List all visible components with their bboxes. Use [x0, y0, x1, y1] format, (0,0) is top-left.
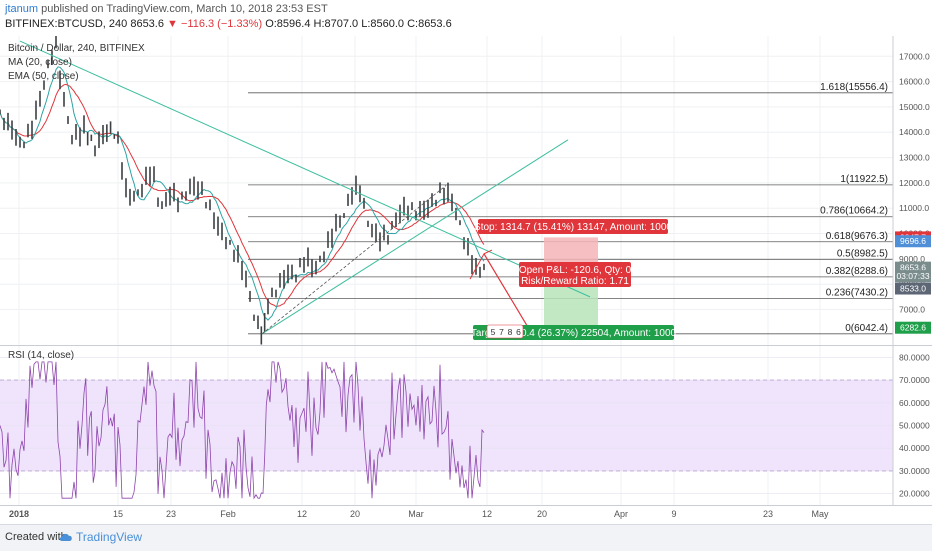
price-change: ▼ −116.3 (−1.33%): [167, 18, 263, 30]
y-tick-label: 17000.0: [899, 51, 930, 61]
fib-anchor-line: [261, 185, 447, 335]
rr-label: Risk/Reward Ratio: 1.71: [521, 276, 629, 287]
x-tick-label: 15: [113, 509, 123, 519]
created-with-text: Created with: [5, 531, 67, 543]
tradingview-cloud-icon: [59, 533, 72, 541]
x-tick-label: 9: [671, 509, 676, 519]
rsi-tick-label: 70.0000: [899, 375, 930, 385]
x-tick-label: May: [811, 509, 829, 519]
price-chart[interactable]: 1.618(15556.4) 1(11922.5) 0.786(10664.2) 0.…: [0, 36, 932, 524]
x-tick-label: 2018: [9, 509, 29, 519]
pattern-label: 5: [491, 327, 496, 337]
rsi-pane: 20.0000 30.0000 40.0000 50.0000 60.0000 70.00…: [0, 352, 930, 500]
fib-level-label: 1(11922.5): [840, 174, 888, 185]
pattern-label: 6: [516, 327, 521, 337]
x-tick-label: 12: [297, 509, 307, 519]
y-tick-label: 9000.0: [899, 254, 925, 264]
x-tick-label: Mar: [408, 509, 424, 519]
y-tick-label: 11000.0: [899, 203, 929, 213]
price-tag-bg: [895, 235, 931, 248]
price-tag: 8533.0: [900, 284, 926, 294]
x-tick-label: 23: [763, 509, 773, 519]
y-tick-label: 16000.0: [899, 77, 930, 87]
y-tick-label: 12000.0: [899, 178, 930, 188]
price-tag: 03:07:33: [896, 271, 929, 281]
projection-arrow: [483, 253, 529, 328]
rsi-tick-label: 40.0000: [899, 443, 930, 453]
stop-label-bg: [478, 219, 668, 234]
price-tag-bg: [895, 270, 931, 283]
rsi-legend: RSI (14, close): [8, 350, 74, 361]
pnl-box: [519, 262, 631, 287]
author-link[interactable]: jtanum: [5, 3, 39, 15]
chart-legend: Bitcoin / Dollar, 240, BITFINEX MA (20, …: [8, 43, 145, 361]
fib-level-label: 0.786(10664.2): [820, 206, 888, 217]
fib-level-label: 0(6042.4): [845, 323, 888, 334]
symbol-label: BITFINEX:BTCUSD, 240: [5, 18, 128, 30]
rsi-tick-label: 30.0000: [899, 466, 930, 476]
pattern-label: 7: [499, 327, 504, 337]
price-tag-bg: [895, 282, 931, 295]
pattern-badge-bg: [486, 324, 524, 339]
rsi-tick-label: 20.0000: [899, 489, 930, 499]
ohlc-values: O:8596.4 H:8707.0 L:8560.0 C:8653.6: [265, 18, 452, 30]
x-tick-label: 20: [537, 509, 547, 519]
last-price: 8653.6: [130, 18, 164, 30]
fib-level-label: 0.5(8982.5): [837, 248, 888, 259]
chart-header: jtanum published on TradingView.com, Mar…: [0, 0, 932, 36]
y-tick-label: 7000.0: [899, 305, 925, 315]
published-text: published on TradingView.com, March 10, …: [41, 3, 328, 15]
ma-line: [0, 66, 485, 321]
chart-title: Bitcoin / Dollar, 240, BITFINEX: [8, 43, 145, 54]
price-tag-bg: [895, 321, 931, 334]
price-tag: 6282.6: [900, 323, 926, 333]
price-series: [0, 36, 485, 345]
footer: Created with TradingView: [0, 524, 932, 551]
fib-level-label: 0.382(8288.6): [826, 266, 888, 277]
fib-level-label: 0.618(9676.3): [826, 231, 888, 242]
pnl-label: Open P&L: -120.6, Qty: 0: [519, 265, 632, 276]
x-tick-label: Feb: [220, 509, 236, 519]
rsi-line: [0, 361, 485, 500]
rsi-tick-label: 80.0000: [899, 352, 930, 362]
y-tick-label: 14000.0: [899, 127, 930, 137]
ma-legend: MA (20, close): [8, 57, 72, 68]
price-tag: 8653.6: [900, 263, 926, 273]
stop-label: Stop: 1314.7 (15.41%) 13147, Amount: 100…: [474, 222, 672, 233]
publish-line: jtanum published on TradingView.com, Mar…: [5, 3, 328, 15]
position-labels[interactable]: Stop: 1314.7 (15.41%) 13147, Amount: 100…: [471, 219, 677, 340]
fib-level-label: 0.236(7430.2): [826, 288, 888, 299]
up-channel-line: [261, 139, 569, 335]
x-tick-label: 12: [482, 509, 492, 519]
pattern-label: 8: [508, 327, 513, 337]
ema-legend: EMA (50, close): [8, 71, 79, 82]
price-tag: 9696.6: [900, 236, 926, 246]
fibonacci-retracement[interactable]: 1.618(15556.4) 1(11922.5) 0.786(10664.2) 0.…: [248, 82, 893, 335]
x-tick-label: 23: [166, 509, 176, 519]
symbol-line: BITFINEX:BTCUSD, 240 8653.6 ▼ −116.3 (−1…: [5, 18, 452, 30]
rsi-tick-label: 60.0000: [899, 398, 930, 408]
rsi-tick-label: 50.0000: [899, 421, 930, 431]
x-tick-label: 20: [350, 509, 360, 519]
ema-line: [0, 83, 485, 308]
target-label: Target: 2250.4 (26.37%) 22504, Amount: 1…: [471, 328, 677, 339]
down-trendline: [19, 40, 591, 298]
y-tick-label: 15000.0: [899, 102, 930, 112]
x-tick-label: Apr: [614, 509, 628, 519]
tradingview-brand[interactable]: TradingView: [76, 530, 143, 544]
fib-level-label: 1.618(15556.4): [820, 82, 888, 93]
trend-lines[interactable]: [19, 40, 591, 335]
y-tick-label: 13000.0: [899, 153, 930, 163]
